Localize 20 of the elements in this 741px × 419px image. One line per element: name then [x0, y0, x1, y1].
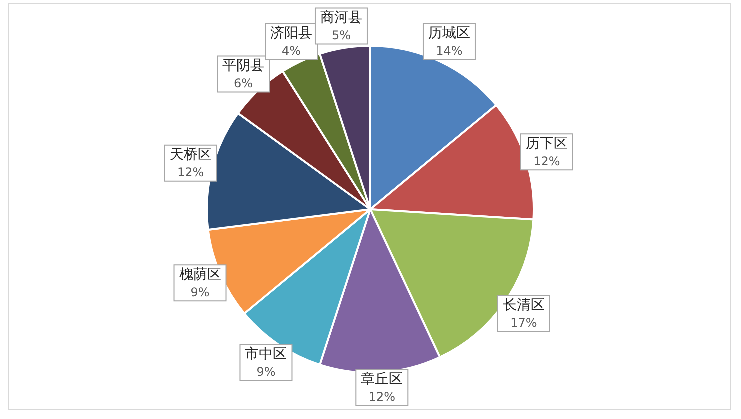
slice-label: 市中区 [245, 346, 288, 363]
slice-label: 槐荫区 [179, 266, 222, 283]
slice-label: 历城区 [428, 25, 470, 42]
data-label: 12% [177, 165, 204, 180]
slice-label: 平阴县 [222, 58, 265, 74]
data-label: 14% [436, 44, 463, 58]
slice-label: 章丘区 [361, 372, 404, 388]
data-label: 17% [510, 316, 538, 330]
data-label: 12% [368, 390, 396, 404]
data-label: 5% [332, 28, 352, 42]
data-label: 9% [256, 365, 276, 380]
slice-label: 历下区 [526, 136, 568, 152]
data-label: 12% [534, 154, 560, 168]
data-label: 6% [234, 76, 254, 90]
slice-label: 商河县 [320, 10, 362, 26]
data-label: 4% [282, 44, 302, 58]
slice-label: 天桥区 [170, 147, 212, 164]
slice-label: 济阳县 [270, 25, 313, 42]
data-label: 9% [190, 285, 210, 300]
slice-label: 长清区 [502, 297, 545, 314]
